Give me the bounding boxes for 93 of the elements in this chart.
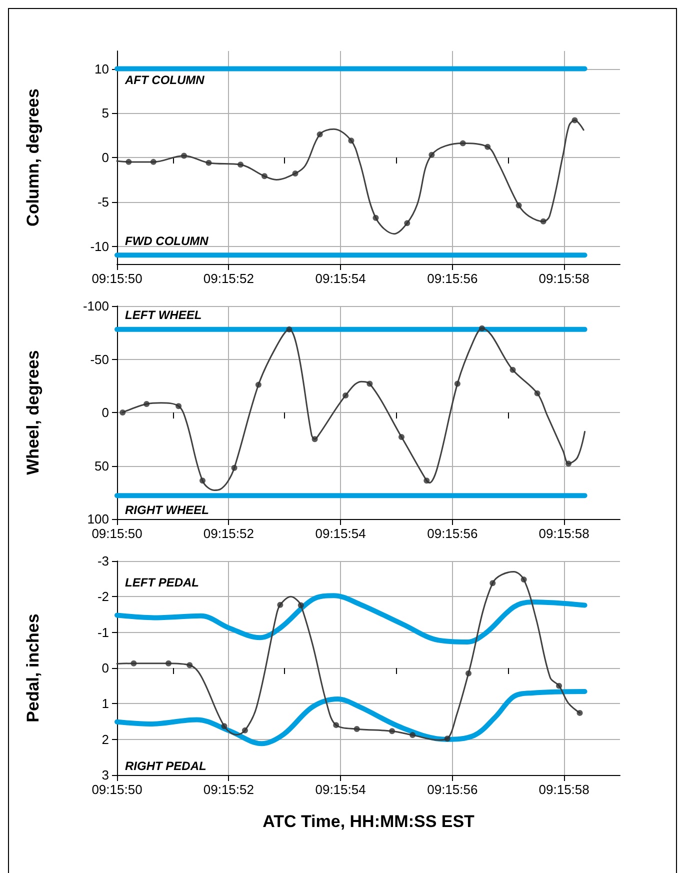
point <box>286 326 292 332</box>
y-tick-label: -100 <box>82 298 109 314</box>
point <box>238 162 244 168</box>
y-tick-label: -50 <box>90 352 109 367</box>
point <box>312 436 318 442</box>
point <box>516 202 522 208</box>
point <box>255 382 262 388</box>
point <box>410 732 416 738</box>
point <box>366 380 373 387</box>
y-tick-label: -3 <box>97 554 109 568</box>
x-tick-label: 09:15:58 <box>538 271 590 286</box>
point <box>221 723 228 730</box>
point <box>231 464 238 471</box>
y-tick-label: 2 <box>102 732 109 747</box>
x-tick-label: 09:15:50 <box>92 271 142 286</box>
point <box>520 576 527 583</box>
point <box>200 478 206 484</box>
point <box>316 131 323 138</box>
point <box>404 220 410 226</box>
x-tick-label: 09:15:56 <box>427 782 478 797</box>
annotation: LEFT WHEEL <box>125 308 202 322</box>
point <box>572 117 578 124</box>
point <box>126 158 132 165</box>
x-tick-label: 09:15:54 <box>315 271 366 286</box>
y-tick-label: 3 <box>102 768 109 782</box>
point <box>556 682 562 689</box>
x-tick-label: 09:15:52 <box>203 526 254 541</box>
point <box>372 214 379 221</box>
annotation: RIGHT WHEEL <box>125 503 209 517</box>
point <box>292 170 298 176</box>
y-tick-label: -10 <box>90 238 109 254</box>
x-tick-label: 09:15:52 <box>203 271 254 286</box>
y-tick-label: 0 <box>102 405 109 420</box>
x-tick-label: 09:15:56 <box>427 526 478 541</box>
point <box>261 173 268 180</box>
y-tick-label: 0 <box>102 150 109 165</box>
annotation: AFT COLUMN <box>124 72 205 87</box>
point <box>460 140 466 146</box>
point <box>398 434 404 440</box>
point <box>576 710 583 716</box>
x-tick-label: 09:15:54 <box>315 526 366 541</box>
y-tick-label: 50 <box>94 458 109 474</box>
x-tick-label: 09:15:58 <box>538 526 590 541</box>
y-axis-title: Column, degrees <box>24 88 42 226</box>
y-tick-label: -5 <box>97 194 109 210</box>
point <box>150 158 156 165</box>
point <box>333 722 340 728</box>
y-tick-label: -1 <box>97 624 109 640</box>
point <box>484 144 491 150</box>
point <box>466 670 472 676</box>
point <box>242 727 248 734</box>
point <box>490 580 496 586</box>
y-axis-title: Pedal, inches <box>24 614 42 722</box>
point <box>428 152 435 158</box>
y-tick-label: 100 <box>87 512 109 526</box>
point <box>454 380 460 387</box>
point <box>534 390 540 396</box>
point <box>342 392 349 398</box>
annotation: LEFT PEDAL <box>125 576 199 590</box>
point <box>444 736 450 742</box>
x-axis-title: ATC Time, HH:MM:SS EST <box>262 812 476 831</box>
point <box>389 728 396 734</box>
point <box>566 460 572 467</box>
y-tick-label: 1 <box>102 696 109 712</box>
y-tick-label: 10 <box>94 61 109 76</box>
point <box>130 660 137 666</box>
point <box>298 602 304 608</box>
point <box>206 160 212 166</box>
x-tick-label: 09:15:50 <box>92 782 142 797</box>
annotation: RIGHT PEDAL <box>125 759 206 773</box>
x-tick-label: 09:15:52 <box>203 782 254 797</box>
point <box>186 662 193 668</box>
point <box>478 325 485 332</box>
x-tick-label: 09:15:54 <box>315 782 366 797</box>
y-axis-title: Wheel, degrees <box>24 350 42 475</box>
point <box>354 726 360 732</box>
point <box>120 410 126 416</box>
point <box>277 602 284 608</box>
point <box>176 403 182 410</box>
point <box>510 366 516 373</box>
y-tick-label: 0 <box>102 660 109 676</box>
point <box>181 152 187 159</box>
y-tick-label: -2 <box>97 589 109 604</box>
x-tick-label: 09:15:50 <box>92 526 142 541</box>
point <box>348 138 354 144</box>
x-tick-label: 09:15:58 <box>538 782 590 797</box>
point <box>540 218 546 224</box>
point <box>166 660 172 666</box>
annotation: FWD COLUMN <box>125 234 209 248</box>
x-tick-label: 09:15:56 <box>427 271 478 286</box>
point <box>144 400 150 407</box>
y-tick-label: 5 <box>102 106 109 121</box>
point <box>424 478 430 484</box>
